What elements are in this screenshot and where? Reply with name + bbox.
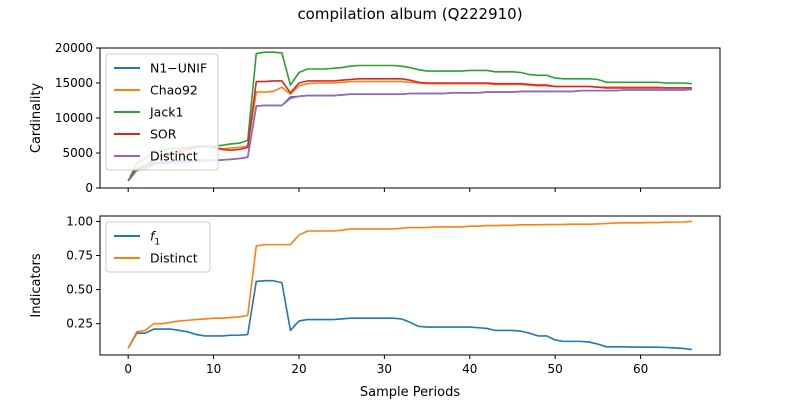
legend-label: SOR [150,127,177,142]
axes-frame [99,215,721,356]
x-tick-label: 10 [206,362,221,376]
legend-box [105,221,211,273]
y-tick-label: 20000 [55,41,93,55]
x-tick-label: 40 [462,362,477,376]
y-tick-label: 5000 [62,146,93,160]
series-line-sor [127,78,692,182]
legend: N1−UNIF Chao92 Jack1 SOR Distinct [105,53,219,171]
y-tick-label: 0.25 [66,317,93,331]
y-tick-label: 0 [85,181,93,195]
x-axis-label: Sample Periods [360,385,460,400]
y-axis-label: Cardinality [29,83,44,154]
series-line-distinct [127,220,692,349]
x-tick-label: 30 [377,362,392,376]
legend: f1 Distinct [105,221,211,273]
y-tick-label: 0.75 [66,249,93,263]
x-tick-label: 50 [548,362,563,376]
series-line-distinct [127,88,692,182]
legend-label: Jack1 [149,105,183,120]
legend-label: Chao92 [150,83,198,98]
legend-label: Distinct [150,149,198,164]
x-tick-label: 60 [633,362,648,376]
y-tick-label: 0.50 [66,283,93,297]
x-tick-label: 20 [291,362,306,376]
legend-label: N1−UNIF [150,61,207,76]
legend-label: f1 [150,229,160,248]
series-line-f1 [127,279,692,351]
chart-title: compilation album (Q222910) [297,5,522,23]
y-tick-label: 15000 [55,76,93,90]
legend-label: Distinct [150,251,198,266]
panel-indicators: 0.25 0.50 0.75 1.00 0 10 20 30 40 50 60 Indicators f… [29,214,721,376]
y-axis-label: Indicators [29,253,44,317]
y-tick-label: 1.00 [66,214,93,228]
y-tick-label: 10000 [55,111,93,125]
series-line-jack1 [127,51,692,182]
panel-cardinality: 0 5000 10000 15000 20000 Cardinality N1−UNIF Ch… [29,41,721,195]
legend-box [105,53,219,171]
x-tick-label: 0 [124,362,132,376]
